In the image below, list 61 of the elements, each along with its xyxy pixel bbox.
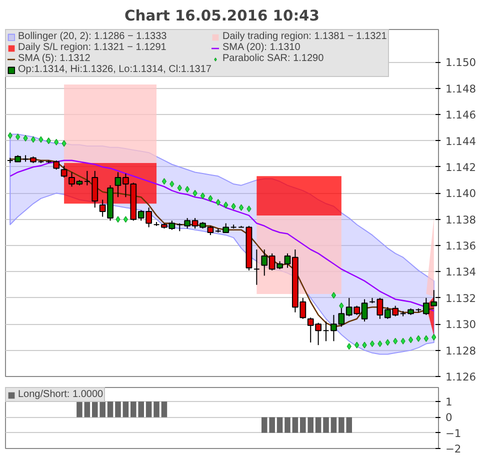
point: [224, 202, 228, 208]
point: [38, 136, 44, 143]
y-tick-label: −1: [446, 426, 462, 440]
point: [424, 335, 428, 342]
legend-label: Daily trading region: 1.1381 − 1.1321: [222, 31, 387, 42]
point: [46, 138, 51, 144]
y-tick-label: 1.140: [446, 187, 476, 200]
y-tick-label: 1: [446, 396, 452, 409]
point: [246, 206, 252, 212]
point: [16, 134, 20, 140]
legend-label: Parabolic SAR: 1.1290: [222, 53, 324, 64]
y-tick-label: 1.144: [446, 134, 476, 148]
candlestick: [253, 248, 260, 286]
point: [30, 136, 36, 143]
point: [393, 338, 398, 344]
point: [354, 342, 360, 348]
candlestick: [22, 154, 29, 162]
point: [177, 184, 182, 192]
point: [192, 190, 198, 196]
y-tick-label: 1.136: [446, 240, 476, 253]
y-tick-label: 1.146: [446, 108, 476, 122]
legend-label: Long/Short: 1.0000: [18, 389, 104, 400]
point: [62, 140, 66, 147]
point: [8, 132, 12, 139]
y-tick-label: 1.126: [446, 370, 476, 384]
point: [238, 204, 244, 211]
point: [385, 339, 390, 346]
point: [170, 180, 174, 188]
point: [23, 134, 28, 142]
point: [400, 338, 406, 344]
chart-title: Chart 16.05.2016 10:43: [124, 8, 320, 24]
point: [346, 343, 352, 350]
candlestick: [322, 321, 330, 342]
point: [208, 195, 213, 202]
point: [331, 292, 336, 299]
y-tick-label: 1.150: [446, 56, 476, 70]
point: [362, 342, 367, 348]
y-tick-label: 1.134: [446, 266, 476, 279]
legend-label: SMA (5): 1.1312: [18, 53, 90, 64]
y-tick-label: 0: [446, 411, 452, 424]
point: [54, 138, 59, 146]
point: [370, 340, 375, 348]
y-tick-label: 1.132: [446, 292, 476, 305]
point: [123, 216, 128, 223]
point: [416, 335, 421, 342]
y-tick-label: 1.142: [446, 160, 476, 174]
candlestick: [60, 165, 68, 178]
y-tick-label: −2: [446, 442, 462, 456]
point: [408, 336, 414, 344]
legend-label: SMA (20): 1.1310: [222, 42, 300, 53]
point: [216, 199, 220, 206]
y-tick-label: 1.128: [446, 344, 476, 358]
point: [116, 216, 120, 223]
y-tick-label: 1.130: [446, 318, 476, 332]
legend-label: Op:1.1314, Hi:1.1326, Lo:1.1314, Cl:1.1317: [18, 64, 212, 75]
point: [162, 178, 167, 185]
legend-label: Daily S/L region: 1.1321 − 1.1291: [18, 42, 166, 53]
y-tick-label: 1.148: [446, 82, 476, 96]
legend-label: Bollinger (20, 2): 1.1286 − 1.1333: [18, 31, 167, 42]
point: [200, 192, 206, 200]
y-tick-label: 1.138: [446, 213, 476, 226]
